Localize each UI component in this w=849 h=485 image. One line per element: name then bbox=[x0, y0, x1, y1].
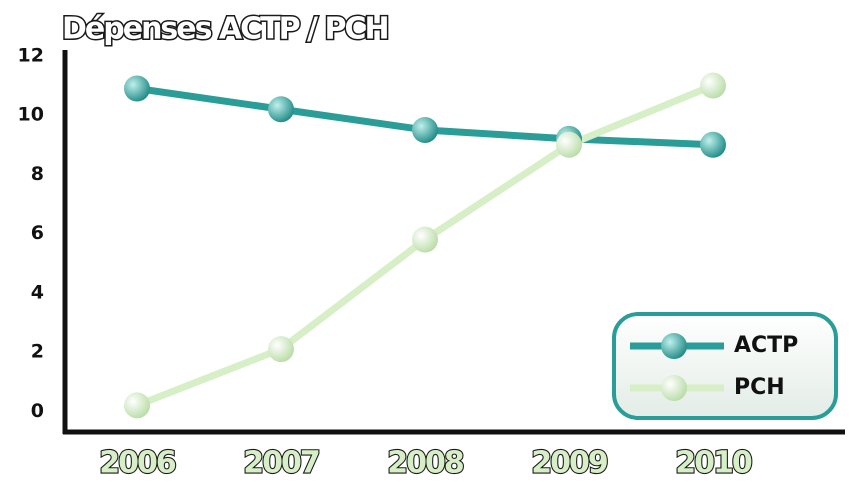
data-point bbox=[268, 336, 294, 363]
data-point bbox=[124, 75, 150, 102]
data-point bbox=[268, 96, 294, 123]
data-point bbox=[412, 226, 438, 253]
x-tick-label: 2008 bbox=[387, 446, 464, 481]
y-tick-label: 6 bbox=[31, 222, 44, 244]
chart-title: Dépenses ACTP / PCH bbox=[62, 12, 388, 47]
x-tick-label: 2009 bbox=[531, 446, 607, 481]
data-point bbox=[700, 131, 726, 158]
data-point bbox=[700, 72, 726, 99]
legend-label: ACTP bbox=[734, 333, 798, 358]
y-tick-label: 10 bbox=[18, 104, 44, 126]
legend-marker bbox=[661, 333, 687, 359]
y-tick-label: 0 bbox=[31, 400, 44, 422]
legend-label: PCH bbox=[734, 375, 785, 400]
x-tick-label: 2006 bbox=[99, 446, 176, 481]
x-tick-label: 2007 bbox=[243, 446, 319, 481]
x-tick-label: 2010 bbox=[675, 446, 752, 481]
y-tick-label: 12 bbox=[18, 44, 44, 66]
data-point bbox=[556, 131, 582, 158]
legend-marker bbox=[661, 375, 687, 401]
y-tick-label: 4 bbox=[31, 281, 44, 303]
data-point bbox=[412, 116, 438, 143]
data-point bbox=[124, 392, 150, 419]
legend-box bbox=[612, 312, 838, 420]
y-tick-label: 8 bbox=[31, 163, 44, 185]
y-tick-label: 2 bbox=[31, 341, 44, 363]
